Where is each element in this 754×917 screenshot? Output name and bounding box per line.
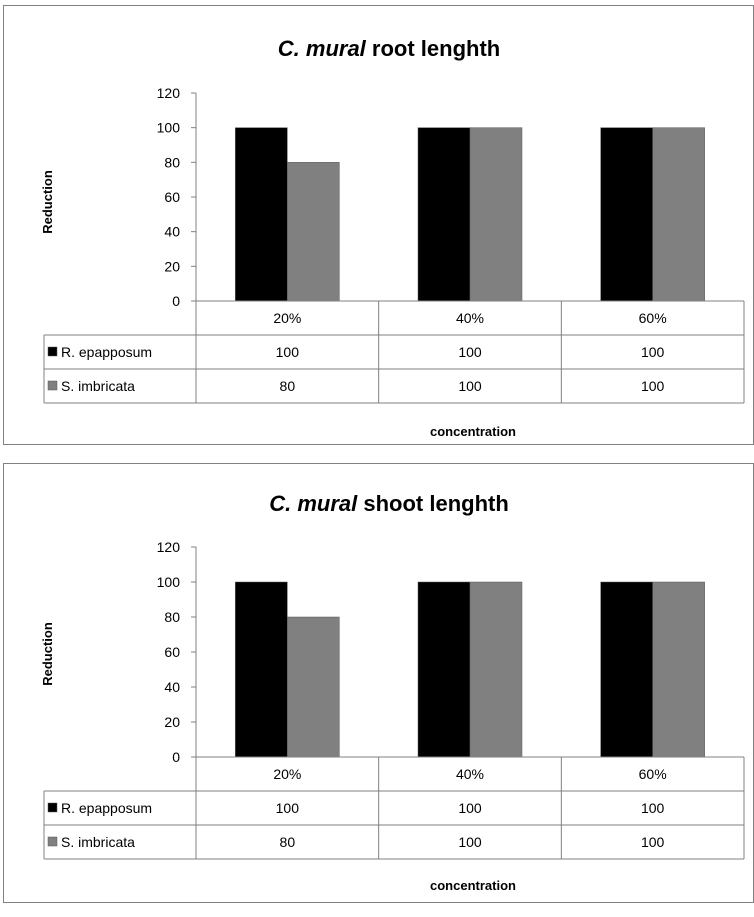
- y-tick-label: 80: [164, 154, 180, 170]
- y-axis-label: Reduction: [40, 170, 55, 234]
- y-tick-label: 60: [164, 644, 180, 660]
- category-label: 60%: [639, 766, 667, 782]
- root-length-chart-panel: C. mural root lenghth Reduction concentr…: [3, 5, 754, 445]
- bar: [652, 581, 705, 758]
- bar: [652, 127, 705, 302]
- y-tick-label: 80: [164, 609, 180, 625]
- data-label: 100: [641, 378, 665, 394]
- category-label: 40%: [456, 766, 484, 782]
- y-tick-label: 120: [157, 85, 181, 101]
- legend-swatch: [47, 346, 58, 357]
- category-label: 60%: [639, 310, 667, 326]
- bar: [600, 127, 653, 302]
- bars-group: [235, 581, 705, 758]
- data-label: 100: [458, 800, 482, 816]
- y-axis-label: Reduction: [40, 622, 55, 686]
- chart-title: C. mural root lenghth: [278, 36, 500, 61]
- legend-swatch: [47, 380, 58, 391]
- data-label: 100: [276, 344, 300, 360]
- y-tick-label: 40: [164, 679, 180, 695]
- bar: [287, 162, 340, 302]
- legend-label: R. epapposum: [61, 800, 152, 816]
- data-label: 100: [276, 800, 300, 816]
- data-label: 80: [280, 378, 296, 394]
- data-label: 100: [458, 834, 482, 850]
- category-label: 40%: [456, 310, 484, 326]
- data-table: 20% 40% 60% R. epapposum 100 100 100 S. imbrica…: [43, 300, 745, 404]
- legend-label: S. imbricata: [61, 378, 135, 394]
- bar: [235, 127, 288, 302]
- y-tick-label: 20: [164, 714, 180, 730]
- y-tick-label: 100: [157, 574, 181, 590]
- data-table: 20% 40% 60% R. epapposum 100 100 100 S. imbrica…: [43, 756, 745, 860]
- legend-label: S. imbricata: [61, 834, 135, 850]
- root-length-chart: C. mural root lenghth Reduction concentr…: [40, 36, 745, 439]
- bar: [417, 581, 471, 758]
- shoot-length-chart-panel: C. mural shoot lenghth Reduction concent…: [3, 463, 754, 903]
- bar: [469, 127, 523, 302]
- data-label: 100: [641, 834, 665, 850]
- data-label: 100: [641, 344, 665, 360]
- data-label: 100: [458, 378, 482, 394]
- x-axis-label: concentration: [430, 878, 516, 893]
- legend-swatch: [47, 836, 58, 847]
- bar: [417, 127, 471, 302]
- chart-title: C. mural shoot lenghth: [269, 491, 509, 516]
- bars-group: [235, 127, 705, 302]
- x-axis-label: concentration: [430, 424, 516, 439]
- bar: [600, 581, 653, 758]
- legend-swatch: [47, 802, 58, 813]
- y-tick-label: 60: [164, 189, 180, 205]
- bar: [235, 581, 288, 758]
- bar: [287, 616, 340, 758]
- category-label: 20%: [273, 766, 301, 782]
- y-tick-label: 0: [172, 749, 180, 765]
- data-label: 80: [280, 834, 296, 850]
- y-tick-label: 20: [164, 258, 180, 274]
- y-tick-label: 0: [172, 293, 180, 309]
- y-axis-ticks: 0 20 40 60 80 100 120: [157, 85, 197, 309]
- y-axis-ticks: 0 20 40 60 80 100 120: [157, 539, 197, 765]
- shoot-length-chart: C. mural shoot lenghth Reduction concent…: [40, 491, 745, 893]
- data-label: 100: [641, 800, 665, 816]
- data-label: 100: [458, 344, 482, 360]
- y-tick-label: 40: [164, 224, 180, 240]
- category-label: 20%: [273, 310, 301, 326]
- bar: [469, 581, 523, 758]
- y-tick-label: 120: [157, 539, 181, 555]
- legend-label: R. epapposum: [61, 344, 152, 360]
- y-tick-label: 100: [157, 120, 181, 136]
